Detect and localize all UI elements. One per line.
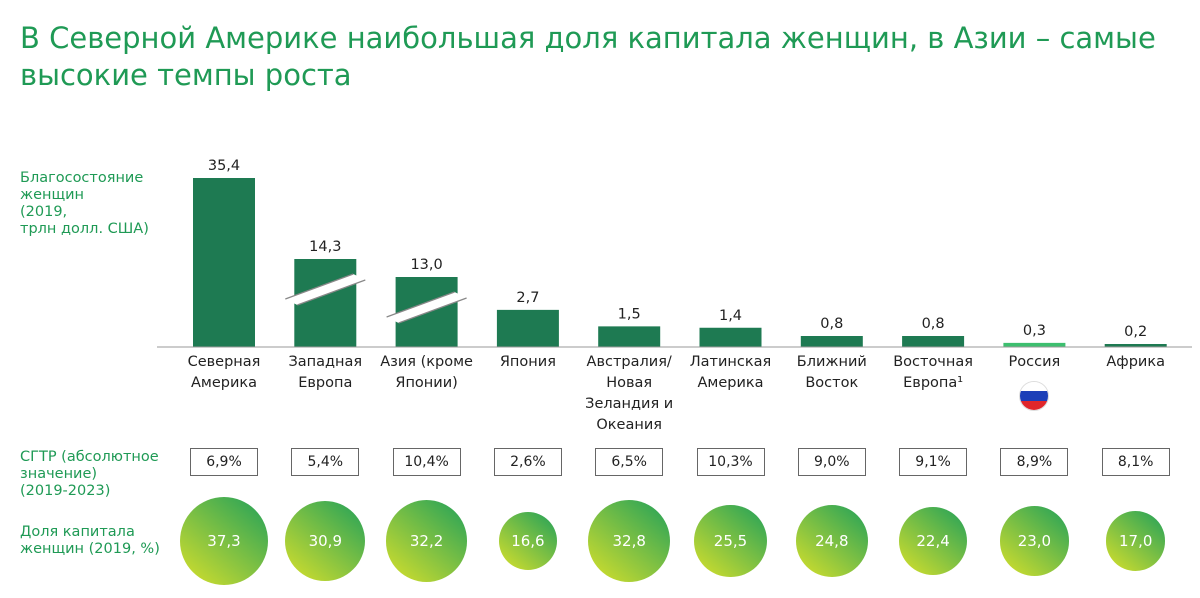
axis-break-line	[398, 297, 467, 324]
cagr-value-box: 9,1%	[899, 448, 968, 476]
cagr-value-box: 6,9%	[190, 448, 258, 476]
cagr-value-box: 6,5%	[595, 448, 664, 476]
category-label: Западная Европа	[288, 354, 363, 391]
bar-value-label: 35,4	[208, 158, 240, 174]
cagr-value-box: 10,3%	[696, 448, 765, 476]
axis-break-line	[285, 273, 354, 300]
category-label: Австралия/ Новая Зеландия и Океания	[585, 354, 674, 433]
bar	[1003, 342, 1066, 347]
page-title: В Северной Америке наибольшая доля капит…	[20, 21, 1156, 92]
russia-flag-icon	[1019, 381, 1050, 411]
share-bubble: 22,4	[899, 506, 968, 576]
axis-break	[386, 292, 467, 323]
bar-value-label: 1,5	[618, 306, 641, 322]
share-bubble: 37,3	[180, 497, 268, 585]
cagr-value-box: 2,6%	[493, 448, 562, 476]
category-label: Восточная Европа¹	[893, 354, 973, 391]
axis-break	[285, 274, 366, 305]
cagr-value-box: 9,0%	[797, 448, 866, 476]
bar	[699, 327, 762, 347]
cagr-row-label: СГТР (абсолютное значение) (2019-2023)	[20, 449, 159, 499]
bar	[800, 336, 863, 347]
bar	[193, 178, 255, 347]
bar	[1104, 344, 1167, 347]
category-label: Ближний Восток	[796, 354, 867, 391]
bar-value-label: 0,2	[1124, 324, 1147, 340]
wealth-row-label: Благосостояние женщин (2019, трлн долл. …	[20, 170, 149, 237]
share-bubble: 16,6	[498, 511, 558, 571]
axis-break-line	[297, 279, 366, 306]
bar-value-label: 1,4	[719, 308, 742, 324]
bar-value-label: 14,3	[309, 239, 341, 255]
bar	[294, 259, 357, 347]
bar-value-label: 0,3	[1023, 323, 1046, 339]
share-bubble: 24,8	[795, 505, 868, 577]
share-bubble: 25,5	[694, 504, 767, 578]
cagr-value-box: 8,9%	[1000, 448, 1069, 476]
share-bubble: 23,0	[999, 506, 1069, 576]
cagr-value-box: 5,4%	[291, 448, 360, 476]
bar-value-label: 2,7	[516, 290, 539, 306]
category-label: Северная Америка	[187, 354, 261, 391]
bar	[902, 336, 965, 347]
cagr-value-box: 8,1%	[1101, 448, 1170, 476]
category-label: Африка	[1106, 354, 1165, 370]
bar-value-label: 13,0	[410, 257, 442, 273]
category-label: Латинская Америка	[689, 354, 772, 391]
share-bubble: 32,2	[385, 500, 468, 582]
bar-value-label: 0,8	[922, 316, 945, 332]
bar-value-label: 0,8	[820, 316, 843, 332]
share-bubble: 30,9	[285, 500, 366, 582]
bar	[598, 326, 661, 347]
axis-break-line	[386, 291, 455, 318]
share-bubble: 32,8	[587, 499, 671, 583]
category-label: Россия	[1008, 354, 1061, 370]
share-row-label: Доля капитала женщин (2019, %)	[20, 524, 160, 557]
bar	[496, 309, 559, 347]
category-label: Япония	[499, 354, 556, 370]
cagr-value-box: 10,4%	[392, 448, 461, 476]
category-label: Азия (кроме Японии)	[380, 354, 473, 391]
share-bubble: 17,0	[1105, 511, 1166, 571]
